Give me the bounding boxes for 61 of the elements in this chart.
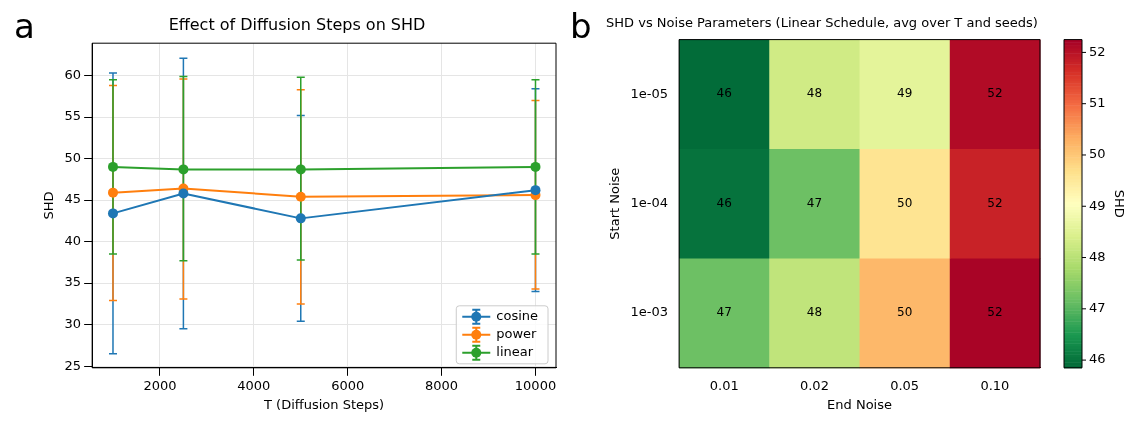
- x-tick-label: 8000: [425, 377, 459, 393]
- y-tick-label: 30: [64, 316, 82, 332]
- point: [530, 185, 541, 196]
- y-tick-label: 25: [64, 357, 82, 373]
- data-label: 52: [987, 305, 1003, 320]
- y-tick-label: 1e-05: [630, 85, 669, 101]
- x-tick-label: 2000: [143, 377, 177, 393]
- point: [107, 208, 118, 219]
- color-bar-label: 52: [1089, 43, 1106, 59]
- color-bar-label: 50: [1089, 146, 1106, 162]
- x-tick-label: 0.10: [980, 377, 1010, 393]
- point: [178, 164, 189, 175]
- color-bar-label: 51: [1089, 95, 1106, 111]
- data-label: 47: [806, 195, 823, 210]
- point: [295, 191, 306, 202]
- y-tick-label: 60: [64, 66, 82, 82]
- y-axis-title: Start Noise: [607, 167, 623, 240]
- data-label: 48: [806, 86, 823, 101]
- x-tick-label: 0.01: [709, 377, 739, 393]
- point: [107, 161, 118, 172]
- point: [295, 213, 306, 224]
- color-bar-label: 47: [1089, 300, 1106, 316]
- point: [295, 164, 306, 175]
- x-tick-label: 6000: [331, 377, 365, 393]
- data-label: 48: [806, 305, 823, 320]
- data-label: 52: [987, 195, 1003, 210]
- point: [107, 187, 118, 198]
- data-label: 47: [716, 305, 732, 320]
- data-label: 46: [716, 86, 732, 101]
- color-bar-label: 48: [1089, 248, 1106, 264]
- data-label: 49: [897, 86, 913, 101]
- chart-title: Effect of Diffusion Steps on SHD: [168, 14, 426, 34]
- x-axis-title: T (Diffusion Steps): [263, 396, 385, 412]
- text: b: [570, 5, 592, 46]
- y-tick-label: 35: [64, 274, 82, 290]
- x-tick-label: 4000: [237, 377, 271, 393]
- y-axis-title: SHD: [41, 191, 57, 220]
- data-label: 46: [716, 195, 732, 210]
- text: a: [14, 5, 35, 46]
- color-bar-title: SHD: [1111, 189, 1127, 218]
- x-tick-label: 0.02: [799, 377, 829, 393]
- color-bar-label: 46: [1089, 351, 1106, 367]
- y-tick-label: 50: [64, 149, 82, 165]
- x-tick-label: 0.05: [890, 377, 920, 393]
- data-label: 50: [897, 195, 913, 210]
- point: [178, 188, 189, 199]
- legend-label: power: [496, 326, 538, 342]
- color-bar-label: 49: [1089, 197, 1106, 213]
- y-tick-label: 40: [64, 232, 82, 248]
- chart-title: SHD vs Noise Parameters (Linear Schedule, avg over T and seeds): [606, 15, 1038, 31]
- data-label: 52: [987, 86, 1003, 101]
- x-tick-label: 10000: [514, 377, 557, 393]
- y-tick-label: 1e-04: [630, 195, 669, 211]
- legend-label: cosine: [496, 308, 539, 324]
- point: [530, 161, 541, 172]
- legend-label: linear: [496, 344, 534, 360]
- y-tick-label: 45: [64, 191, 82, 207]
- y-tick-label: 55: [64, 108, 82, 124]
- x-axis-title: End Noise: [827, 396, 892, 412]
- y-tick-label: 1e-03: [630, 304, 669, 320]
- data-label: 50: [897, 305, 913, 320]
